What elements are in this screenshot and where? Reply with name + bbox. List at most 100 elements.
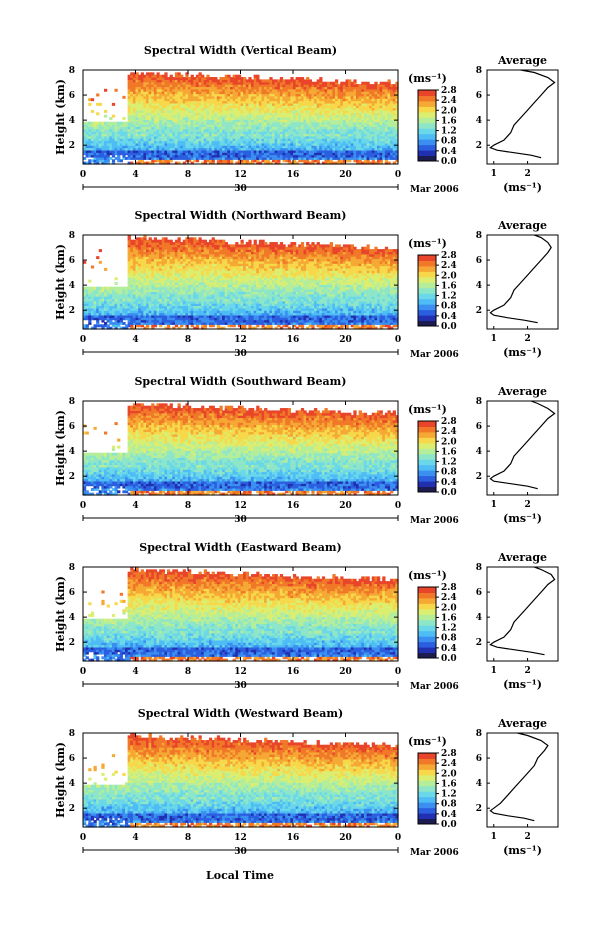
- heatmap-cell: [93, 135, 97, 139]
- heatmap-cell: [153, 112, 158, 116]
- heatmap-cell: [135, 133, 139, 137]
- heatmap-cell: [104, 114, 108, 118]
- heatmap-cell: [90, 109, 95, 113]
- heatmap-cell: [127, 91, 131, 95]
- heatmap-cell: [169, 138, 173, 142]
- heatmap-cell: [106, 126, 110, 130]
- heatmap-cell: [159, 100, 163, 104]
- heatmap-cell: [172, 84, 176, 88]
- profile-x-label: (ms⁻¹): [503, 181, 542, 194]
- heatmap-cell: [140, 86, 144, 90]
- y-tick-label: 8: [69, 66, 75, 76]
- heatmap-cell: [174, 107, 179, 111]
- heatmap-cell: [156, 142, 160, 146]
- heatmap-cell: [122, 147, 126, 151]
- heatmap-cell: [148, 154, 152, 158]
- heatmap-cell: [153, 121, 158, 125]
- heatmap-cell: [177, 102, 181, 106]
- heatmap-cell: [164, 84, 168, 88]
- heatmap-cell: [151, 145, 155, 149]
- profile-y-tick-label: 6: [476, 91, 482, 101]
- heatmap-cell: [96, 93, 100, 97]
- heatmap-cell: [130, 93, 134, 97]
- heatmap-cell: [151, 93, 155, 97]
- heatmap-cell: [153, 138, 158, 142]
- heatmap-cell: [143, 112, 147, 116]
- heatmap-cell: [169, 131, 173, 135]
- heatmap-cell: [114, 140, 118, 144]
- heatmap-cell: [161, 93, 165, 97]
- heatmap-cell: [138, 98, 142, 102]
- heatmap-cell: [83, 131, 87, 135]
- heatmap-cell: [156, 159, 160, 163]
- heatmap-cell: [177, 98, 181, 102]
- heatmap-cell: [140, 142, 144, 146]
- heatmap-cell: [138, 145, 142, 149]
- heatmap-cell: [174, 72, 179, 76]
- heatmap-cell: [180, 112, 184, 116]
- heatmap-cell: [156, 138, 160, 142]
- heatmap-cell: [180, 100, 184, 104]
- panel-1: Spectral Width (Vertical Beam)0 4 8 12 16 20 0…: [54, 44, 559, 195]
- heatmap-cell: [85, 131, 89, 135]
- heatmap-cell: [180, 147, 184, 151]
- heatmap-cell: [111, 140, 116, 144]
- heatmap-cell: [140, 131, 144, 135]
- heatmap-cell: [169, 98, 173, 102]
- heatmap-cell: [146, 84, 150, 88]
- heatmap-cell: [135, 109, 139, 113]
- heatmap-cell: [167, 100, 171, 104]
- heatmap-cell: [164, 117, 168, 120]
- heatmap-cell: [159, 109, 163, 113]
- heatmap-cell: [114, 277, 118, 281]
- heatmap-cell: [164, 74, 168, 78]
- heatmap-cell: [143, 149, 147, 153]
- heatmap-cell: [161, 112, 165, 116]
- heatmap-cell: [161, 156, 165, 160]
- heatmap-cell: [90, 121, 95, 125]
- heatmap-cell: [180, 117, 184, 120]
- heatmap-cell: [130, 135, 134, 139]
- heatmap-cells: [83, 235, 399, 330]
- heatmap-cell: [148, 161, 152, 165]
- heatmap-cell: [169, 133, 173, 137]
- heatmap-cell: [353, 79, 357, 83]
- heatmap-cell: [143, 154, 147, 158]
- heatmap-cell: [135, 140, 139, 144]
- heatmap-cell: [83, 140, 87, 144]
- heatmap-cell: [159, 126, 163, 130]
- heatmap-cell: [135, 145, 139, 149]
- heatmap-cell: [156, 86, 160, 90]
- heatmap-cell: [127, 154, 131, 158]
- heatmap-cell: [143, 102, 147, 106]
- heatmap-cell: [98, 156, 102, 160]
- x-tick-label: 16: [287, 170, 300, 180]
- heatmap-cell: [177, 91, 181, 95]
- heatmap-cell: [90, 149, 95, 153]
- heatmap-cell: [138, 121, 142, 125]
- heatmap-cell: [146, 105, 150, 109]
- heatmap-cell: [164, 95, 168, 99]
- heatmap-cell: [151, 128, 155, 132]
- heatmap-cell: [151, 88, 155, 92]
- heatmap-cell: [169, 152, 173, 156]
- heatmap-cell: [130, 156, 134, 160]
- heatmap-cell: [98, 147, 102, 151]
- heatmap-cell: [85, 124, 89, 127]
- heatmap-cell: [132, 154, 137, 158]
- heatmap-cell: [111, 114, 116, 118]
- heatmap-cell: [132, 74, 137, 78]
- heatmap-cell: [114, 128, 118, 132]
- heatmap-cell: [148, 74, 152, 78]
- profile-x-tick-label: 1: [491, 169, 497, 179]
- heatmap-cell: [130, 102, 134, 106]
- heatmap-cell: [151, 81, 155, 85]
- heatmap-cell: [159, 149, 163, 153]
- heatmap-cell: [180, 93, 184, 97]
- heatmap-cell: [164, 109, 168, 113]
- heatmap-cell: [174, 154, 179, 158]
- heatmap-cell: [161, 131, 165, 135]
- heatmap-cell: [140, 126, 144, 130]
- heatmap-cell: [109, 142, 113, 146]
- heatmap-cell: [143, 140, 147, 144]
